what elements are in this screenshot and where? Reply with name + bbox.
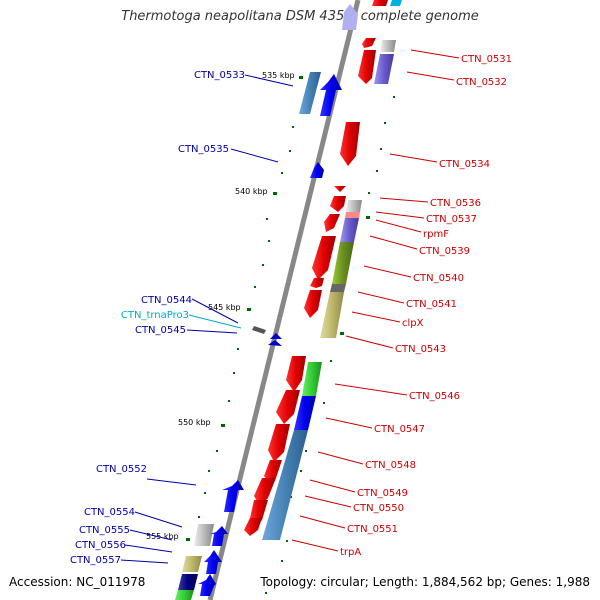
gene-ctn-0556[interactable]	[182, 556, 202, 572]
gene-ctn-0535[interactable]	[310, 162, 324, 178]
gene-ctn-0554[interactable]	[194, 524, 214, 546]
gene-label[interactable]: CTN_0543	[395, 344, 446, 355]
gene-label[interactable]: CTN_0557	[70, 555, 121, 566]
gene-ctn-0532-b[interactable]	[374, 54, 394, 84]
gene-ctn-0552[interactable]	[222, 480, 244, 512]
tick-label: 535 kbp	[262, 71, 295, 80]
gene-ctn-0557[interactable]	[178, 574, 198, 590]
gene-label[interactable]: CTN_0549	[357, 488, 408, 499]
gene-ctn-0532[interactable]	[358, 50, 376, 84]
gene-ctn-0555[interactable]	[210, 526, 228, 546]
gene-label[interactable]: trpA	[340, 547, 361, 558]
gene-label[interactable]: CTN_0548	[365, 460, 416, 471]
gene-label[interactable]: CTN_0531	[461, 54, 512, 65]
tick-label: 550 kbp	[178, 418, 211, 427]
gene-ctn-0534[interactable]	[340, 122, 360, 166]
gene-ctn-0546-b[interactable]	[302, 362, 322, 396]
gene-ctn-0539[interactable]	[324, 214, 340, 232]
gene-label[interactable]: CTN_0556	[75, 540, 126, 551]
tick-labels: 535 kbp 540 kbp 545 kbp 550 kbp 555 kbp	[146, 71, 295, 541]
gene-label[interactable]: CTN_0536	[430, 198, 481, 209]
gene-top-red[interactable]	[372, 0, 388, 6]
right-gene-labels: CTN_0531 CTN_0532 CTN_0534 CTN_0536 CTN_…	[340, 54, 512, 558]
gene-label[interactable]: CTN_0552	[96, 464, 147, 475]
topology-text: Topology: circular; Length: 1,884,562 bp…	[260, 575, 590, 589]
gene-clpX[interactable]	[304, 290, 322, 318]
gene-label[interactable]: CTN_0539	[419, 246, 470, 257]
gene-top-blue[interactable]	[342, 4, 358, 30]
accession-text: Accession: NC_011978	[9, 575, 146, 589]
gene-label[interactable]: clpX	[402, 318, 424, 329]
gene-label[interactable]: CTN_0537	[426, 214, 477, 225]
gene-ctn-0547-b[interactable]	[294, 396, 316, 430]
gene-rpmF[interactable]	[345, 212, 360, 218]
gene-trpA[interactable]	[244, 518, 262, 536]
gene-ctn-0541-b[interactable]	[330, 284, 346, 292]
gene-label[interactable]: CTN_0544	[141, 295, 192, 306]
gene-ctn-0536[interactable]	[334, 186, 346, 192]
gene-ctn-0537-b[interactable]	[346, 200, 362, 212]
tick-label: 540 kbp	[235, 187, 268, 196]
gene-ctn-0548-b[interactable]	[262, 430, 308, 540]
gene-ctn-0533-b[interactable]	[320, 74, 342, 116]
gene-label[interactable]: CTN_trnaPro3	[121, 310, 189, 321]
gene-label[interactable]: CTN_0533	[194, 70, 245, 81]
gene-ctn-0550[interactable]	[254, 478, 276, 506]
gene-top-cyan[interactable]	[390, 0, 402, 6]
gene-label[interactable]: CTN_0547	[374, 424, 425, 435]
gene-ctn-0557-b[interactable]	[198, 574, 216, 596]
gene-label[interactable]: CTN_0546	[409, 391, 460, 402]
gene-label[interactable]: CTN_0541	[406, 299, 457, 310]
gene-ctn-0544[interactable]	[252, 326, 266, 334]
trna-leader-line	[188, 314, 242, 329]
gene-ctn-0547[interactable]	[276, 390, 300, 424]
left-leader-lines	[120, 74, 294, 564]
gene-trna-pro3[interactable]	[270, 333, 282, 339]
gene-label[interactable]: CTN_0545	[135, 325, 186, 336]
gene-label[interactable]: CTN_0534	[439, 159, 490, 170]
gene-clpX-b[interactable]	[320, 292, 344, 338]
tick-marks	[186, 76, 395, 594]
gene-label[interactable]: CTN_0540	[413, 273, 464, 284]
gene-ctn-0537[interactable]	[330, 196, 346, 212]
gene-label[interactable]: CTN_0555	[79, 525, 130, 536]
gene-ctn-0531-b[interactable]	[380, 40, 396, 52]
gene-ctn-0540-b[interactable]	[332, 242, 354, 284]
gene-label[interactable]: CTN_0554	[84, 507, 135, 518]
gene-ctn-0539-b[interactable]	[340, 218, 359, 242]
gene-ctn-0541[interactable]	[310, 278, 324, 288]
reverse-strand-genes	[175, 4, 358, 600]
gene-ctn-0540[interactable]	[312, 236, 336, 280]
gene-label[interactable]: CTN_0551	[347, 524, 398, 535]
map-title: Thermotoga neapolitana DSM 4359, complet…	[121, 9, 479, 24]
tick-label: 555 kbp	[146, 532, 179, 541]
forward-strand-genes	[244, 0, 402, 540]
tick-label: 545 kbp	[208, 303, 241, 312]
gene-ctn-0545[interactable]	[268, 340, 282, 346]
gene-ctn-0533[interactable]	[299, 72, 321, 114]
gene-label[interactable]: CTN_0550	[353, 503, 404, 514]
gene-ctn-0556-b[interactable]	[204, 550, 222, 574]
gene-label[interactable]: rpmF	[423, 229, 449, 240]
gene-label[interactable]: CTN_0532	[456, 77, 507, 88]
gene-ctn-0548[interactable]	[268, 424, 290, 462]
right-leader-lines	[291, 49, 460, 552]
gene-ctn-0531[interactable]	[362, 38, 376, 48]
left-gene-labels: CTN_0533 CTN_0535 CTN_0544 CTN_trnaPro3 …	[70, 70, 245, 566]
gene-ctn-0546[interactable]	[286, 356, 306, 392]
gene-label[interactable]: CTN_0535	[178, 144, 229, 155]
gene-bottom[interactable]	[175, 590, 194, 600]
